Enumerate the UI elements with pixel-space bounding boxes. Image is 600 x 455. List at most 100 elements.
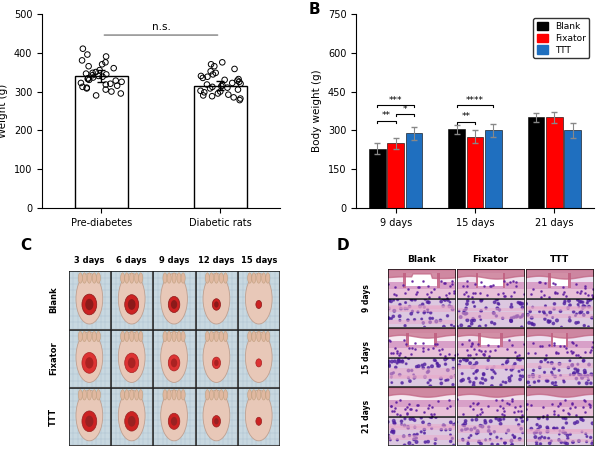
Ellipse shape <box>219 331 223 342</box>
Point <box>522 416 532 423</box>
Point <box>469 379 479 386</box>
Point <box>469 298 478 306</box>
Point <box>387 379 397 386</box>
Point <box>402 404 412 411</box>
Point <box>436 298 446 305</box>
Ellipse shape <box>181 389 185 400</box>
Point <box>562 348 572 355</box>
Point <box>423 283 433 290</box>
Point <box>107 88 116 95</box>
Bar <box>388 320 455 324</box>
Point <box>485 282 495 289</box>
Point <box>384 358 394 365</box>
Point <box>406 415 415 423</box>
Point <box>518 354 528 362</box>
Bar <box>526 406 593 416</box>
Point <box>456 313 466 321</box>
Point <box>400 422 409 429</box>
Point <box>500 293 510 300</box>
Text: Fixator: Fixator <box>49 341 58 375</box>
Point <box>543 425 553 432</box>
Point <box>566 347 576 354</box>
Point <box>491 370 500 377</box>
Point <box>576 372 586 379</box>
Point <box>436 278 446 285</box>
Point <box>499 411 508 419</box>
Point <box>556 372 565 379</box>
Point <box>573 296 583 303</box>
Point <box>85 76 94 83</box>
Point <box>476 440 486 448</box>
Point <box>389 313 398 320</box>
Point <box>559 343 569 350</box>
Point <box>542 428 552 435</box>
Point <box>565 313 574 321</box>
Point <box>547 401 556 408</box>
Point <box>106 80 115 87</box>
Circle shape <box>171 300 177 309</box>
Point <box>540 434 550 441</box>
Circle shape <box>171 359 177 367</box>
Bar <box>388 400 455 407</box>
Point <box>439 279 448 286</box>
Point <box>427 414 436 421</box>
Point <box>553 289 562 297</box>
Point <box>400 442 409 449</box>
Point <box>542 424 552 431</box>
Point <box>482 364 492 372</box>
Ellipse shape <box>203 273 230 324</box>
Point <box>487 441 497 448</box>
Point <box>534 278 544 285</box>
Point <box>410 316 419 323</box>
Point <box>436 317 445 324</box>
Point <box>443 376 452 384</box>
Ellipse shape <box>92 331 97 342</box>
Point <box>445 425 455 433</box>
Point <box>470 281 479 288</box>
Bar <box>478 333 481 347</box>
Point <box>560 300 569 307</box>
Point <box>505 278 515 285</box>
Point <box>451 420 460 428</box>
Text: Blank: Blank <box>49 287 58 313</box>
Point <box>433 363 442 370</box>
Point <box>436 375 446 382</box>
Circle shape <box>212 415 221 427</box>
Point <box>503 280 512 288</box>
Point <box>565 317 575 324</box>
Point <box>419 430 429 437</box>
Point <box>571 365 580 373</box>
Point <box>476 347 486 354</box>
Ellipse shape <box>97 331 100 342</box>
Ellipse shape <box>214 331 218 342</box>
Point <box>386 350 395 357</box>
Point <box>475 410 485 417</box>
Point <box>559 378 569 385</box>
Ellipse shape <box>167 331 171 342</box>
Point <box>392 359 402 367</box>
Point <box>468 289 478 296</box>
Point <box>428 345 437 352</box>
Point <box>439 323 449 330</box>
Point <box>404 355 413 362</box>
Point <box>583 299 592 307</box>
Point <box>481 376 490 384</box>
Point <box>473 399 483 406</box>
Point <box>506 318 516 325</box>
Point <box>390 404 400 411</box>
Point <box>547 359 557 367</box>
Point <box>581 289 590 297</box>
Point <box>386 402 396 410</box>
Bar <box>437 273 440 288</box>
Point <box>563 435 572 442</box>
Point <box>436 350 445 358</box>
Point <box>211 69 220 76</box>
Point <box>479 351 488 359</box>
Point <box>430 440 440 447</box>
Point <box>526 402 536 409</box>
Point <box>577 415 586 423</box>
Ellipse shape <box>163 273 167 283</box>
Bar <box>369 149 386 208</box>
Point <box>527 320 537 328</box>
Point <box>441 360 451 368</box>
